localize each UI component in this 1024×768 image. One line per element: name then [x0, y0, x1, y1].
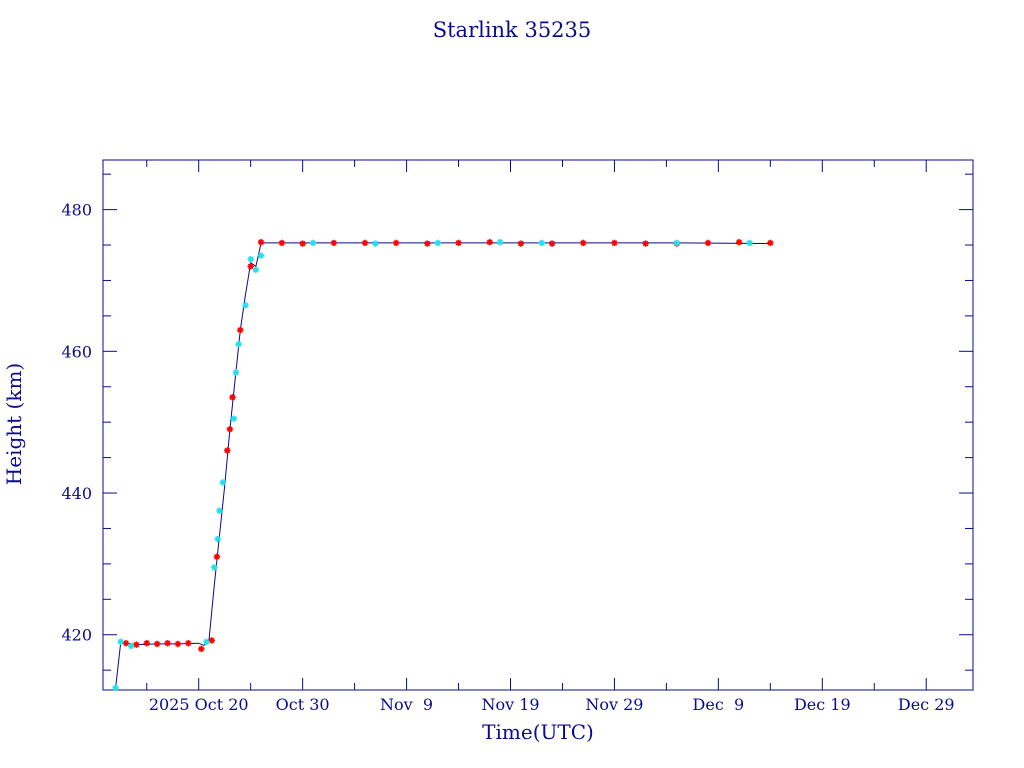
data-point [112, 684, 119, 692]
data-point [153, 640, 161, 648]
data-point [299, 240, 306, 247]
data-point [247, 255, 254, 263]
data-point [434, 239, 441, 247]
y-axis: 420 440 460 480 [61, 173, 973, 671]
data-point [580, 239, 587, 247]
y-axis-label: Height (km) [2, 363, 26, 485]
y-tick-label: 420 [61, 626, 92, 645]
series-line [115, 242, 771, 688]
data-point [242, 302, 249, 309]
data-point [372, 240, 379, 247]
data-point [127, 642, 135, 650]
data-point [213, 553, 221, 560]
x-tick-label: Dec 29 [898, 695, 955, 714]
data-point [642, 240, 649, 247]
data-point [252, 266, 260, 274]
data-point [185, 640, 192, 647]
data-point [174, 640, 182, 648]
data-point [424, 240, 431, 247]
x-tick-label: Nov 19 [481, 695, 539, 714]
data-point [455, 239, 462, 247]
data-point [235, 341, 242, 348]
data-point [226, 426, 234, 433]
data-point [229, 394, 236, 401]
plot-frame [102, 159, 974, 691]
data-point [237, 326, 244, 334]
y-tick-label: 440 [61, 484, 92, 503]
data-point [361, 239, 369, 247]
data-point [735, 238, 743, 246]
data-point [214, 535, 221, 543]
data-point [330, 239, 338, 247]
data-point [232, 369, 240, 376]
data-point [203, 638, 210, 646]
series-points [122, 238, 774, 653]
data-point [278, 239, 286, 247]
x-tick-label: Dec 19 [794, 695, 851, 714]
x-tick-label: Nov 29 [585, 695, 643, 714]
x-tick-label: 2025 Oct 20 [149, 695, 249, 714]
data-point [673, 239, 680, 247]
x-tick-label: Nov 9 [380, 695, 433, 714]
y-tick-label: 480 [61, 201, 92, 220]
series-points [112, 238, 753, 692]
data-point [230, 415, 237, 422]
data-point [257, 238, 265, 246]
data-point [538, 239, 545, 247]
data-point [208, 637, 215, 644]
y-tick-label: 460 [61, 342, 92, 361]
data-point [211, 564, 218, 571]
chart-title: Starlink 35235 [433, 18, 592, 42]
data-point [611, 239, 618, 247]
data-point [548, 240, 556, 247]
data-point [133, 641, 140, 648]
x-tick-label: Oct 30 [276, 695, 330, 714]
data-point [122, 640, 130, 647]
series-layer [112, 238, 774, 692]
data-point [143, 640, 150, 647]
data-point [486, 238, 493, 246]
data-point [257, 252, 265, 259]
data-point [704, 239, 712, 247]
data-point [198, 645, 205, 653]
data-point [117, 638, 124, 646]
data-point [309, 239, 317, 247]
data-point [247, 263, 254, 270]
x-tick-label: Dec 9 [693, 695, 745, 714]
data-point [224, 447, 231, 454]
data-point [219, 479, 227, 486]
data-point [517, 240, 525, 247]
data-point [392, 239, 400, 247]
x-axis-label: Time(UTC) [482, 720, 594, 744]
x-axis: 2025 Oct 20 Oct 30 Nov 9 Nov 19 Nov 29 Dec 9 D… [146, 160, 955, 714]
data-point [216, 507, 223, 514]
data-point [164, 640, 171, 647]
plot-border [102, 159, 974, 691]
data-point [746, 239, 753, 247]
data-point [767, 239, 774, 247]
data-point [496, 238, 504, 246]
